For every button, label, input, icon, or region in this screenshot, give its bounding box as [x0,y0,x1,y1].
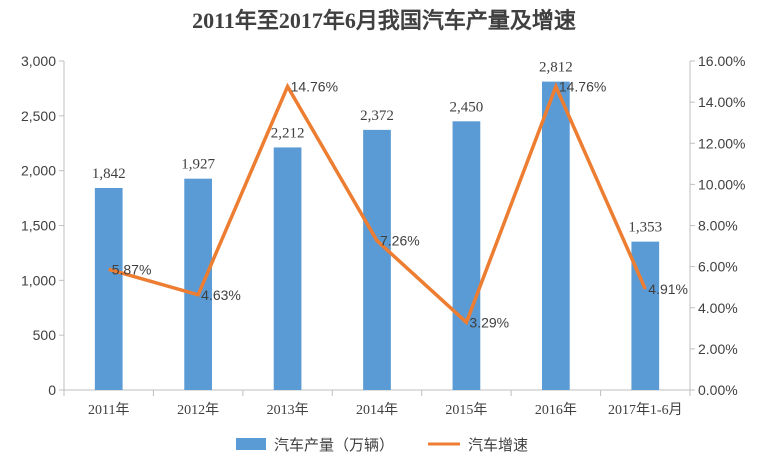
legend-line-label: 汽车增速 [468,437,528,454]
bar [363,129,391,390]
y-right-tick-label: 16.00% [698,53,745,69]
y-right-tick-label: 12.00% [698,135,745,151]
x-tick-label: 2017年1-6月 [608,402,683,418]
x-tick-label: 2013年 [267,402,309,418]
y-left-tick-label: 3,000 [21,53,56,69]
y-right-tick-label: 14.00% [698,94,745,110]
y-right-tick-label: 8.00% [698,218,738,234]
line-data-label: 14.76% [291,78,338,94]
x-tick-label: 2016年 [535,402,577,418]
bar [452,121,481,391]
bar-data-label: 1,353 [628,220,662,236]
legend: 汽车产量（万辆） 汽车增速 [236,437,528,454]
bar [273,147,302,390]
bar-data-label: 2,450 [450,99,484,115]
bar [184,178,213,390]
y-left-tick-label: 2,500 [21,108,56,124]
y-right-tick-label: 0.00% [698,382,738,398]
bar [541,81,570,390]
line-data-label: 7.26% [380,233,420,249]
x-tick-label: 2012年 [177,402,219,418]
x-tick-label: 2011年 [88,402,129,418]
bar-data-label: 2,212 [271,125,305,141]
bar [94,187,123,390]
bar-data-label: 1,927 [181,157,215,173]
y-right-tick-label: 6.00% [698,259,738,275]
y-left-tick-label: 0 [48,382,56,398]
line-data-label: 14.76% [559,78,606,94]
plot-area: 0 500 1,000 1,500 2,000 2,500 3,000 0.00% 2.00% 4… [21,53,746,418]
y-right-tick-label: 10.00% [698,176,745,192]
y-left-tick-label: 2,000 [21,163,56,179]
y-left-tick-label: 500 [33,327,57,343]
bar-data-label: 2,372 [360,108,394,124]
y-right-tick-label: 4.00% [698,300,738,316]
growth-line [108,81,647,326]
bar-data-label: 1,842 [92,166,126,182]
y-right-tick-label: 2.00% [698,341,738,357]
line-data-label: 4.91% [648,281,688,297]
chart-title: 2011年至2017年6月我国汽车产量及增速 [192,8,576,33]
bar-data-label: 2,812 [539,60,573,76]
x-tick-label: 2015年 [445,402,487,418]
y-left-tick-label: 1,500 [21,218,56,234]
line-data-label: 4.63% [201,287,241,303]
legend-bar-label: 汽车产量（万辆） [274,437,394,454]
x-tick-label: 2014年 [356,402,398,418]
line-data-label: 3.29% [469,314,509,330]
y-left-tick-label: 1,000 [21,272,56,288]
line-data-label: 5.87% [112,261,152,277]
legend-bar-swatch [236,438,266,450]
